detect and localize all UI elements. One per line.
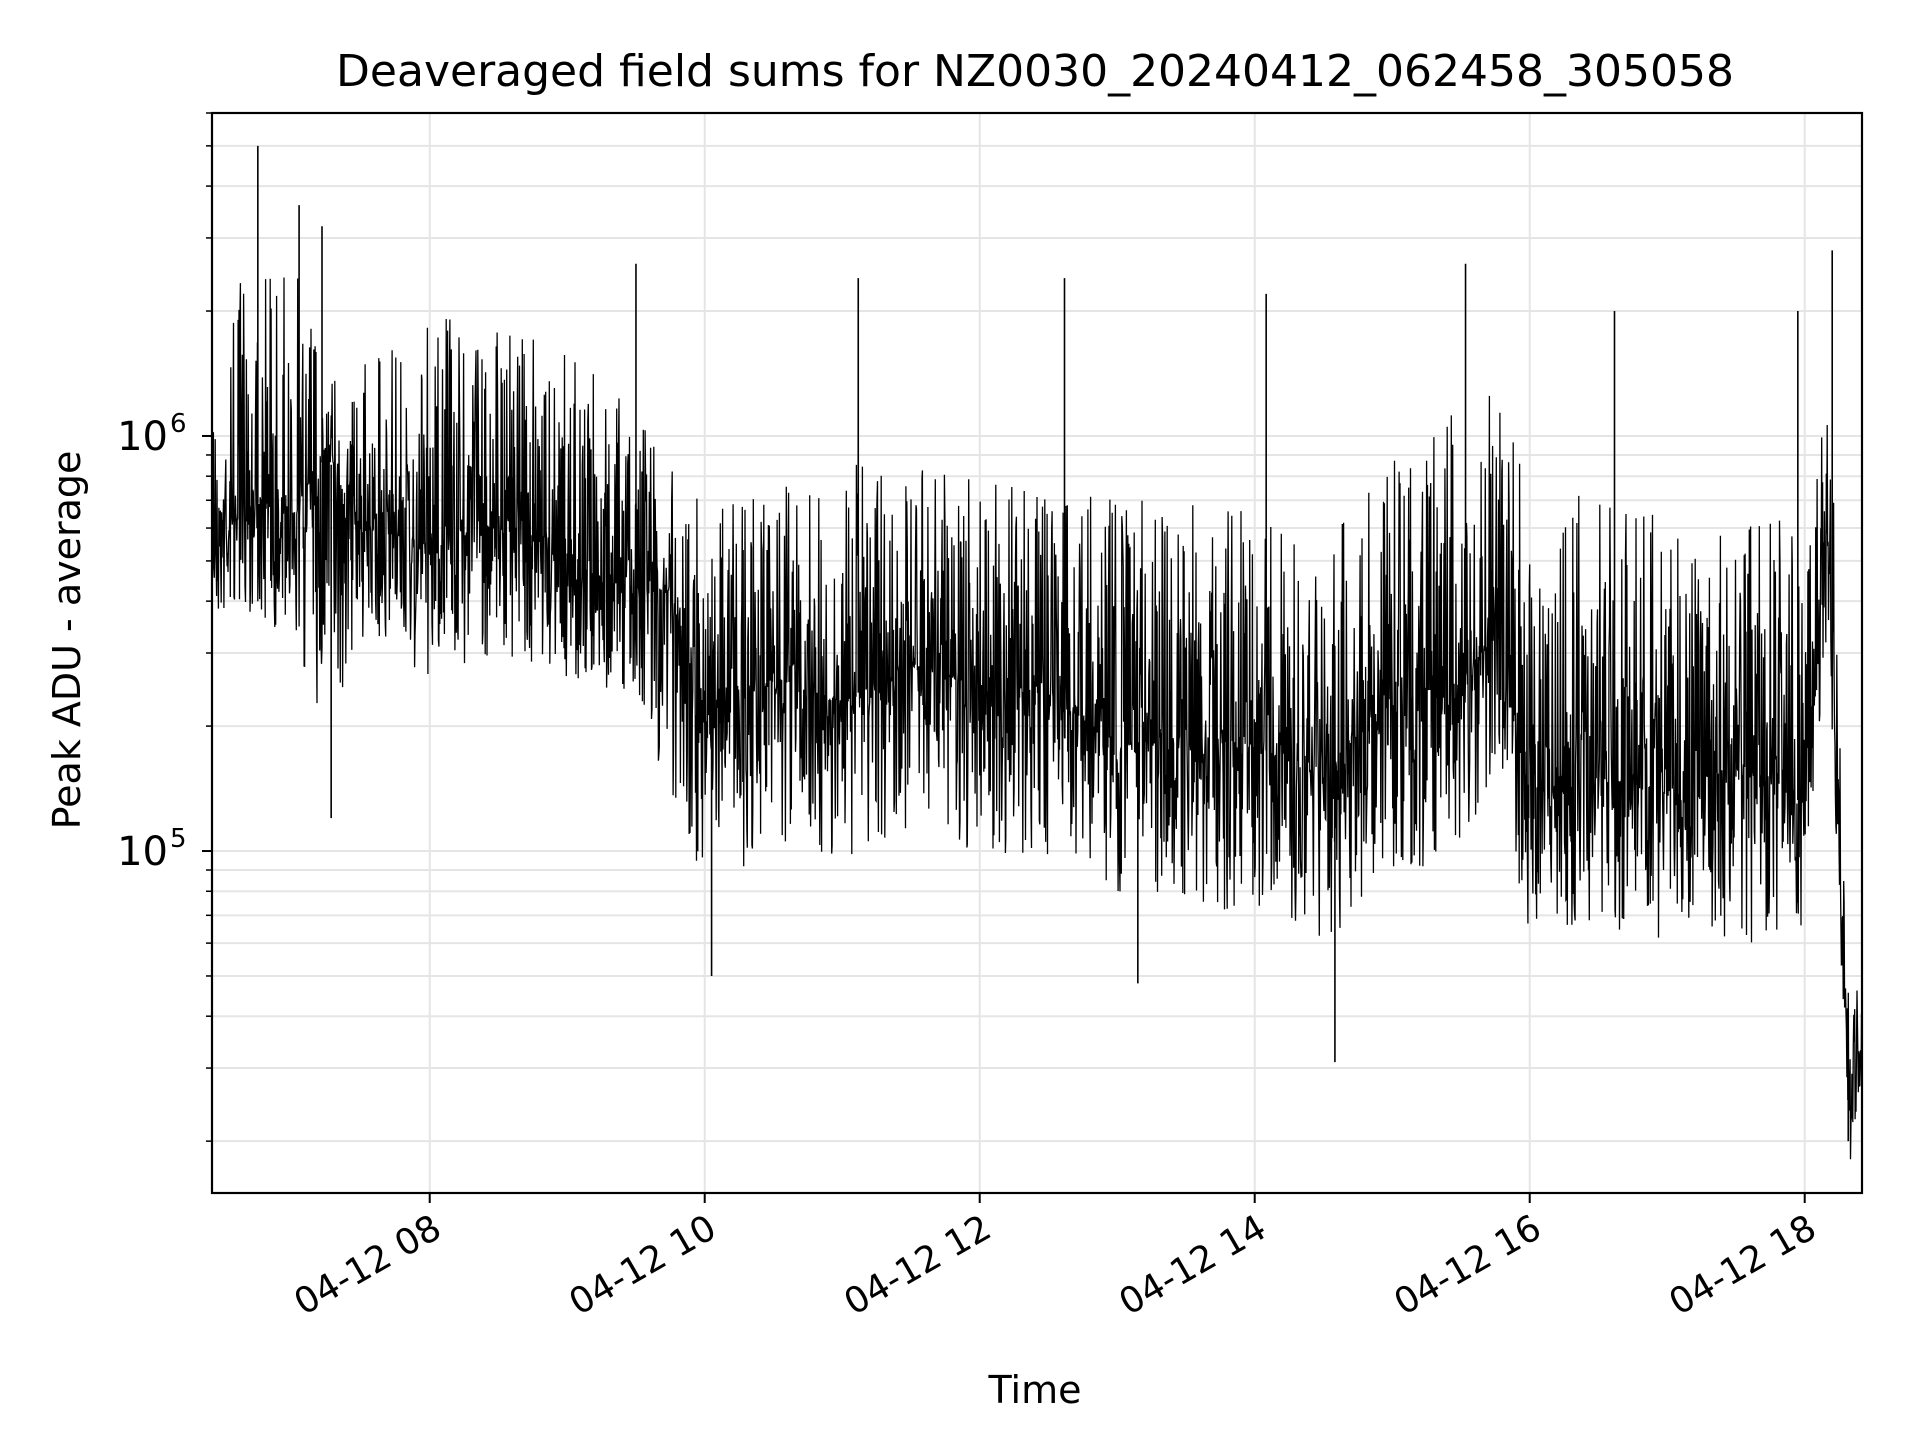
series-line: [211, 277, 1863, 1160]
y-tick-label-exponent: 5: [170, 824, 187, 854]
data-series: [211, 145, 1863, 1160]
y-tick-label: 10: [117, 829, 168, 875]
x-tick-label: 04-12 08: [288, 1207, 449, 1323]
x-tick-label: 04-12 18: [1663, 1207, 1824, 1323]
x-tick-label: 04-12 10: [563, 1207, 724, 1323]
y-axis-label: Peak ADU - average: [45, 451, 89, 830]
y-tick-label: 10: [117, 414, 168, 460]
x-tick-label: 04-12 16: [1388, 1207, 1549, 1323]
x-tick-label: 04-12 12: [838, 1207, 999, 1323]
chart-title: Deaveraged field sums for NZ0030_2024041…: [336, 46, 1734, 97]
y-tick-label-exponent: 6: [170, 409, 187, 439]
x-tick-label: 04-12 14: [1113, 1207, 1274, 1323]
x-axis-label: Time: [988, 1368, 1082, 1412]
